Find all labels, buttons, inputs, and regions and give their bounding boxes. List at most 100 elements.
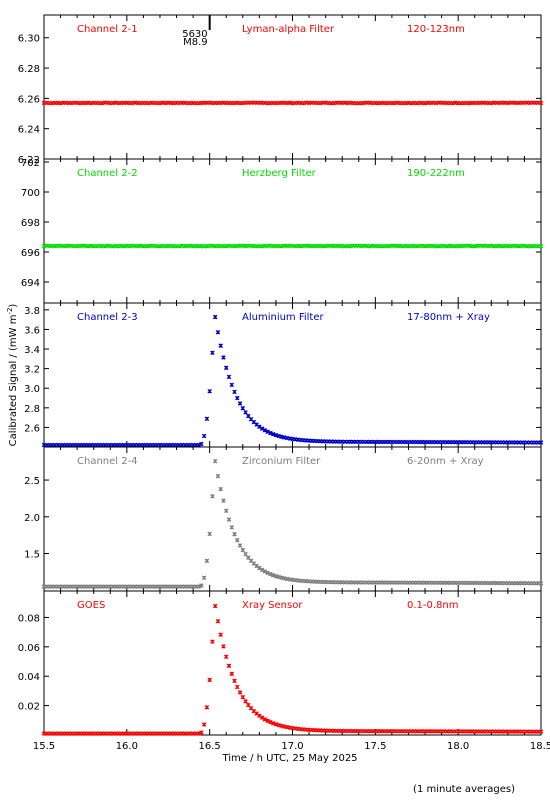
y-tick-label: 0.06 [18,643,40,654]
data-point [229,525,235,530]
data-point [270,572,276,578]
data-point [262,428,268,433]
data-point [240,405,246,411]
data-point [212,314,218,320]
data-point [268,719,273,725]
data-point [201,433,207,439]
data-point [210,493,215,499]
data-point [268,571,273,577]
data-point [538,440,544,445]
y-tick-label: 6.28 [18,64,40,75]
panel-channel-label: GOES [77,600,105,611]
y-tick-label: 2.8 [24,404,40,415]
data-point [226,663,232,669]
data-series [41,243,544,249]
data-point [210,639,215,644]
panel-frame [43,302,542,448]
y-axis-label-superscript: -2 [6,308,14,315]
data-point [273,432,279,438]
x-tick-label: 17.0 [281,741,303,752]
panel-frame [43,14,542,160]
data-point [243,410,248,415]
panel-channel-label: Channel 2-2 [77,168,138,179]
y-tick-label: 1.5 [24,550,40,561]
data-point [268,430,273,436]
y-axis-label: Calibrated Signal / (mW m-2) [6,304,19,447]
y-tick-label: 2.6 [24,423,40,434]
y-tick-label: 702 [21,158,40,169]
data-point [204,558,210,564]
data-point [262,717,268,722]
data-point [259,426,265,431]
data-point [223,365,229,371]
data-point [538,729,544,734]
data-point [215,619,221,624]
data-point [240,694,246,700]
data-point [538,100,544,106]
x-tick-label: 17.5 [364,741,386,752]
data-point [226,374,232,380]
data-point [204,416,210,422]
panel-filter-label: Zirconium Filter [242,456,321,467]
y-tick-label: 3.0 [24,384,40,395]
data-point [215,330,221,335]
data-point [223,654,229,659]
panels-group: 6.22 6.24 6.26 6.28 6.30 Channel 2-1 Lyman-alp… [18,14,550,752]
y-tick-label: 696 [21,248,40,259]
data-point [232,389,237,395]
x-tick-label: 18.5 [530,741,550,752]
data-point [270,720,276,726]
data-point [262,569,268,574]
panel-frame [43,446,542,592]
data-point [196,584,201,589]
panel-channel-label: Channel 2-3 [77,312,138,323]
y-tick-label: 2.0 [24,513,40,524]
y-tick-label: 0.08 [18,613,40,624]
panel-3: 2.6 2.8 3.0 3.2 3.4 3.6 3.8 Channel 2-3 Aluminiu… [24,302,544,448]
panel-band-label: 190-222nm [407,168,465,179]
panel-channel-label: Channel 2-4 [77,456,138,467]
data-point [218,343,223,348]
y-tick-label: 6.22 [18,155,40,166]
data-point [218,486,223,492]
data-point [204,705,210,710]
panel-filter-label: Herzberg Filter [242,168,317,179]
data-point [207,677,212,683]
data-point [235,395,240,401]
data-point [265,718,270,724]
data-point [229,382,235,388]
data-point [210,350,215,356]
panel-frame [43,158,542,304]
x-tick-label: 16.0 [116,741,138,752]
data-point [243,699,248,704]
data-point [212,603,218,609]
data-point [232,678,237,684]
data-point [257,565,262,571]
y-tick-label: 694 [21,278,40,289]
flare-id-label: 5630 [182,29,207,40]
data-point [237,690,243,695]
averaging-footnote: (1 minute averages) [413,784,515,795]
data-point [232,531,237,537]
y-tick-label: 3.2 [24,365,40,376]
x-tick-label: 16.5 [199,741,221,752]
data-point [229,671,235,677]
data-point [237,401,243,406]
panel-5: 0.02 0.04 0.06 0.08 GOES Xray Sensor 0.1-0.8nm [18,590,544,736]
data-point [223,508,229,513]
data-point [235,684,240,690]
data-point [265,429,270,435]
y-tick-label: 0.02 [18,702,40,713]
flare-class-label: M8.9 [183,37,208,48]
data-point [196,442,201,448]
data-point [240,547,246,553]
data-point [235,537,240,543]
panel-1: 6.22 6.24 6.26 6.28 6.30 Channel 2-1 Lyman-alp… [18,14,544,166]
y-tick-label: 700 [21,188,40,199]
data-point [265,570,270,576]
data-point [201,722,207,727]
x-axis-label: Time / h UTC, 25 May 2025 [221,753,357,764]
data-point [207,531,212,537]
data-series [41,100,544,106]
y-tick-label: 6.30 [18,34,40,45]
